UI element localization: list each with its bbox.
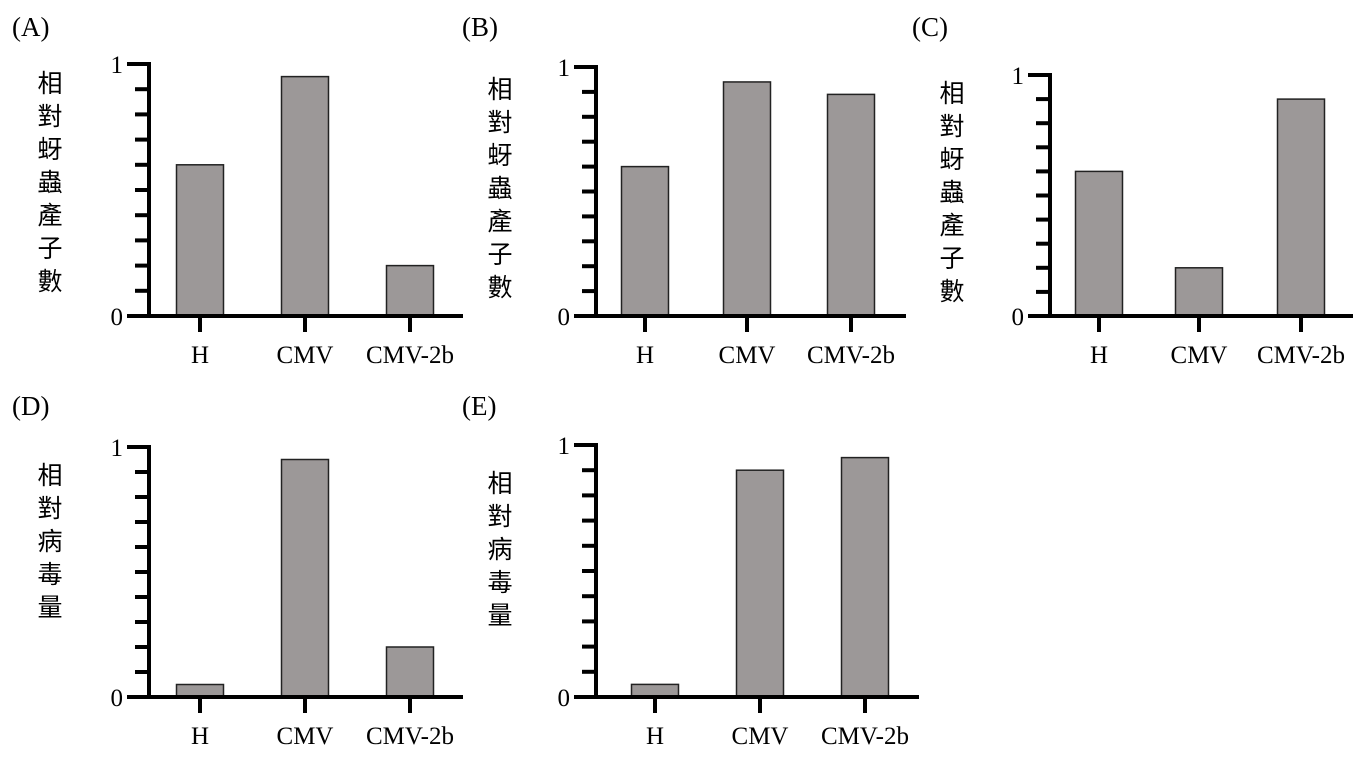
- panel-c-bar-3: [1276, 98, 1326, 317]
- panel-d-bar-3: [385, 646, 435, 698]
- panel-e-ytick-label-1: 1: [558, 433, 571, 460]
- panel-b-ytick-label-0: 0: [558, 304, 571, 331]
- panel-a-ytick-label-0: 0: [111, 304, 124, 331]
- panel-c-category-label: H: [1090, 342, 1108, 369]
- panel-b-bar-3: [826, 93, 876, 317]
- panel-a-ytick-label-1: 1: [111, 52, 124, 79]
- panel-c-ytick-label-1: 1: [1012, 63, 1025, 90]
- panel-a-category-label: CMV-2b: [366, 342, 454, 369]
- panel-e-ytick-label-0: 0: [558, 685, 571, 712]
- panel-b-category-label: CMV-2b: [807, 342, 895, 369]
- panel-d-letter: (D): [12, 391, 49, 421]
- panel-e-bar-3: [840, 456, 890, 698]
- panel-a-bar-1: [175, 164, 225, 317]
- panel-b-letter: (B): [462, 12, 498, 42]
- panel-a-letter: (A): [12, 12, 49, 42]
- panel-a-bar-2: [280, 75, 330, 317]
- panel-b-y-axis-label: 相對蚜蟲產子數: [487, 75, 512, 302]
- panel-a-bar-3: [385, 264, 435, 317]
- panel-b-ytick-label-1: 1: [558, 55, 571, 82]
- panel-d-category-label: CMV-2b: [366, 723, 454, 750]
- panel-a-category-label: CMV: [277, 342, 334, 369]
- panel-d-ytick-label-0: 0: [111, 685, 124, 712]
- panel-a-category-label: H: [191, 342, 209, 369]
- panel-b-category-label: H: [636, 342, 654, 369]
- panel-c-category-label: CMV: [1171, 342, 1228, 369]
- panel-e-category-label: CMV: [732, 723, 789, 750]
- panel-d-y-axis-label: 相對病毒量: [37, 461, 62, 622]
- panel-c-bar-1: [1074, 170, 1124, 317]
- panel-c-letter: (C): [912, 12, 948, 42]
- panel-e-category-label: CMV-2b: [821, 723, 909, 750]
- panel-d-category-label: CMV: [277, 723, 334, 750]
- panel-c-y-axis-label: 相對蚜蟲產子數: [939, 79, 964, 306]
- panel-e-y-axis-label: 相對病毒量: [487, 469, 512, 630]
- panel-d-ytick-label-1: 1: [111, 435, 124, 462]
- panel-d-bar-2: [280, 458, 330, 698]
- panel-e-bar-2: [735, 469, 785, 698]
- panel-e-category-label: H: [646, 723, 664, 750]
- panel-c-category-label: CMV-2b: [1257, 342, 1345, 369]
- panel-b-bar-2: [722, 81, 772, 317]
- panel-d-category-label: H: [191, 723, 209, 750]
- panel-c-bar-2: [1174, 267, 1224, 317]
- panel-c-ytick-label-0: 0: [1012, 304, 1025, 331]
- panel-e-letter: (E): [462, 391, 496, 421]
- panel-a-y-axis-label: 相對蚜蟲產子數: [37, 69, 62, 296]
- panel-b-category-label: CMV: [719, 342, 776, 369]
- panel-b-bar-1: [620, 165, 670, 317]
